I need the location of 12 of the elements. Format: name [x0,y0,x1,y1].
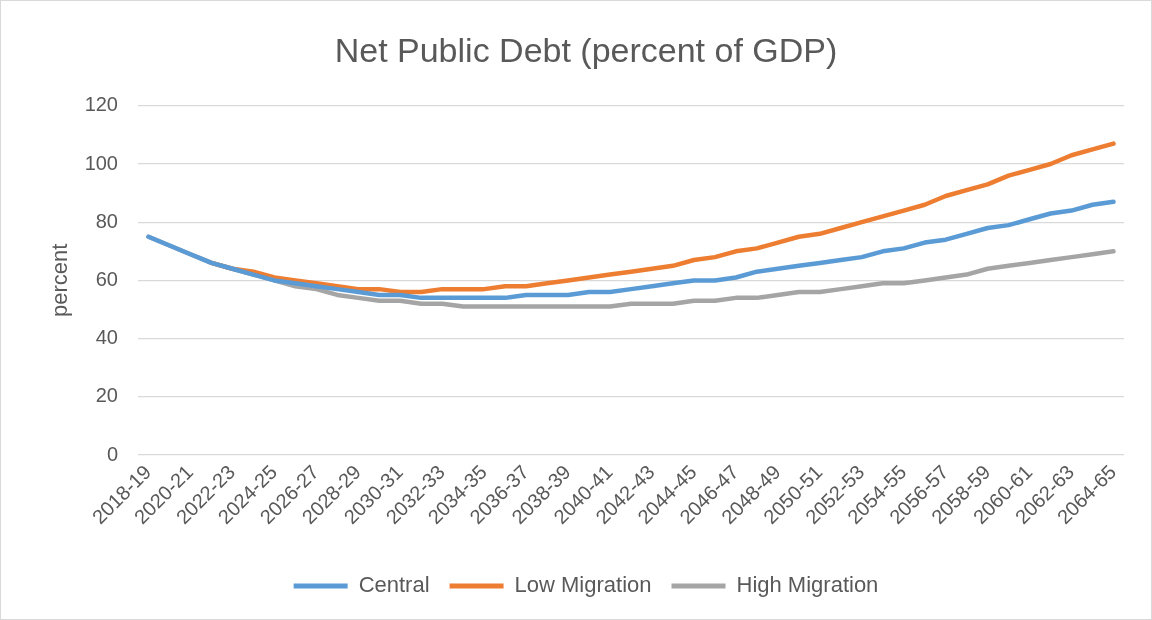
y-tick-label: 0 [106,442,118,465]
y-tick-label: 20 [95,384,118,407]
legend-label: High Migration [736,572,879,598]
y-tick-label: 120 [84,93,118,116]
y-tick-label: 80 [95,209,118,232]
y-tick-label: 100 [84,151,118,174]
legend-label: Low Migration [514,572,652,598]
y-axis-title: percent [47,243,73,318]
chart-title: Net Public Debt (percent of GDP) [334,30,838,69]
y-tick-label: 60 [95,267,118,290]
legend-label: Central [358,572,430,598]
y-tick-label: 40 [95,326,118,349]
